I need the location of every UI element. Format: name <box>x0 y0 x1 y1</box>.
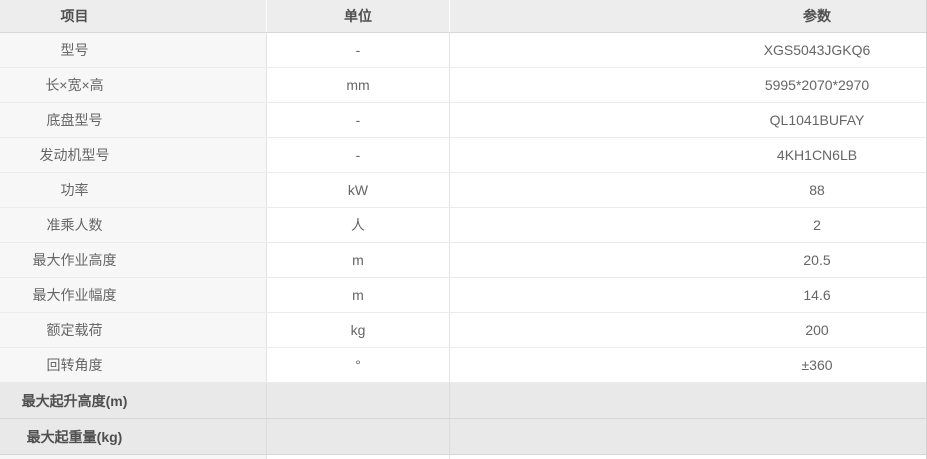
table-row: 发动机型号 - 4KH1CN6LB <box>0 138 927 173</box>
unit-cell: m <box>267 243 450 277</box>
unit-cell: ° <box>267 348 450 382</box>
section-unit-cell <box>267 419 450 454</box>
item-cell: 额定载荷 <box>0 313 267 347</box>
value-cell: 5995*2070*2970 <box>450 68 927 102</box>
header-item: 项目 <box>0 0 267 32</box>
table-row: 准乘人数 人 2 <box>0 208 927 243</box>
item-cell: 回转角度 <box>0 348 267 382</box>
header-value: 参数 <box>803 8 831 24</box>
table-row: 额定载荷 kg 200 <box>0 313 927 348</box>
unit-cell: kW <box>267 173 450 207</box>
unit-cell: - <box>267 138 450 172</box>
item-cell: 底盘型号 <box>0 103 267 137</box>
item-cell: 功率 <box>0 173 267 207</box>
section-row: 最大起重量(kg) <box>0 419 927 455</box>
section-unit-cell <box>267 383 450 418</box>
table-row: 底盘型号 - QL1041BUFAY <box>0 103 927 138</box>
table-row: 型号 - XGS5043JGKQ6 <box>0 33 927 68</box>
header-unit: 单位 <box>267 0 450 32</box>
table-row: 回转角度 ° ±360 <box>0 348 927 383</box>
table-row: 长×宽×高 mm 5995*2070*2970 <box>0 68 927 103</box>
value-cell: 14.6 <box>450 278 927 312</box>
value-cell: 88 <box>450 173 927 207</box>
value-cell: 20.5 <box>450 243 927 277</box>
unit-cell: - <box>267 33 450 67</box>
unit-cell: 人 <box>267 208 450 242</box>
item-cell: 长×宽×高 <box>0 68 267 102</box>
value-cell: QL1041BUFAY <box>450 103 927 137</box>
section-value-cell <box>450 419 927 454</box>
item-cell <box>0 455 267 459</box>
unit-cell <box>267 455 450 459</box>
value-cell <box>450 455 927 459</box>
table-row: 最大作业幅度 m 14.6 <box>0 278 927 313</box>
value-cell: ±360 <box>450 348 927 382</box>
section-label: 最大起重量(kg) <box>0 419 267 454</box>
table-header-row: 项目 单位 参数 <box>0 0 927 33</box>
item-cell: 最大作业幅度 <box>0 278 267 312</box>
section-label: 最大起升高度(m) <box>0 383 267 418</box>
unit-cell: - <box>267 103 450 137</box>
table-row: 功率 kW 88 <box>0 173 927 208</box>
value-cell: 4KH1CN6LB <box>450 138 927 172</box>
table-row-partial <box>0 455 927 459</box>
unit-cell: m <box>267 278 450 312</box>
value-cell: 2 <box>450 208 927 242</box>
section-row: 最大起升高度(m) <box>0 383 927 419</box>
item-cell: 型号 <box>0 33 267 67</box>
table-row: 最大作业高度 m 20.5 <box>0 243 927 278</box>
unit-cell: mm <box>267 68 450 102</box>
item-cell: 准乘人数 <box>0 208 267 242</box>
value-cell: XGS5043JGKQ6 <box>450 33 927 67</box>
value-cell: 200 <box>450 313 927 347</box>
item-cell: 最大作业高度 <box>0 243 267 277</box>
item-cell: 发动机型号 <box>0 138 267 172</box>
unit-cell: kg <box>267 313 450 347</box>
section-value-cell <box>450 383 927 418</box>
